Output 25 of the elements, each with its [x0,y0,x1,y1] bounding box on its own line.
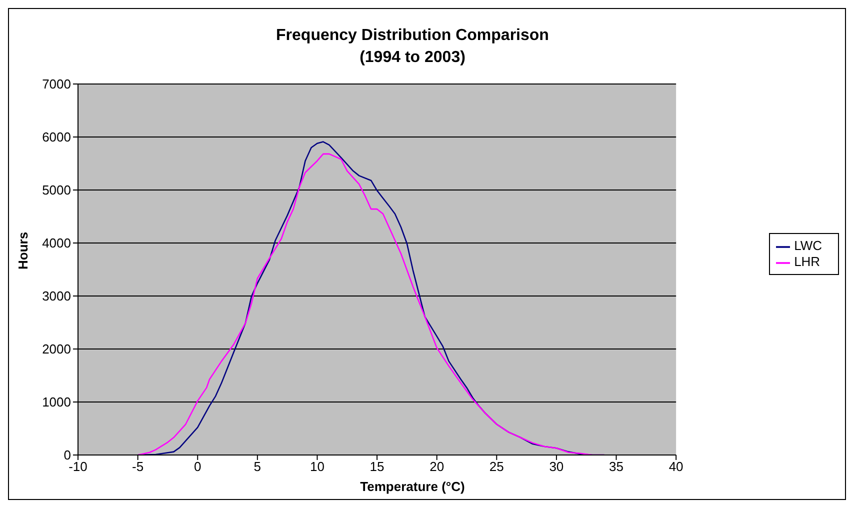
x-tick-label: 0 [194,459,202,474]
y-tick-label: 5000 [42,182,71,198]
x-tick-label: -10 [68,459,88,474]
y-tick-label: 2000 [42,342,71,357]
x-tick-label: 5 [254,459,262,474]
y-tick-label: 7000 [42,76,71,92]
y-tick-label: 6000 [42,130,71,145]
y-axis-title: Hours [16,232,31,270]
chart-subtitle: (1994 to 2003) [358,48,466,68]
x-tick-label: 10 [310,459,324,474]
x-tick-label: 30 [549,459,564,474]
y-tick-label: 3000 [42,288,71,304]
chart-title: Frequency Distribution Comparison [275,26,550,46]
x-tick-label: -5 [132,459,144,474]
y-tick-label: 0 [64,448,71,463]
x-tick-label: 20 [430,459,444,474]
y-tick-label: 4000 [42,236,71,251]
y-tick-label: 1000 [42,394,71,410]
x-tick-label: 25 [489,459,504,474]
x-tick-label: 40 [668,459,684,474]
legend-label: LWC [794,238,822,254]
x-tick-label: 15 [370,459,384,474]
x-axis-title: Temperature (°C) [359,479,466,495]
x-tick-label: 35 [609,459,624,474]
legend-label: LHR [794,254,820,269]
